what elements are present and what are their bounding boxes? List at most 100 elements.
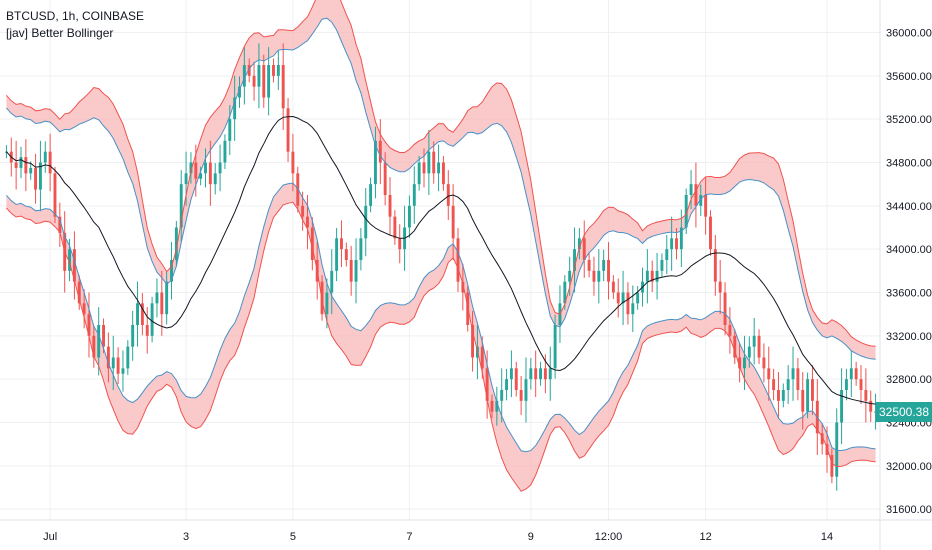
indicator-title[interactable]: [jav] Better Bollinger — [6, 26, 114, 40]
candle-body — [111, 357, 115, 369]
candle-body — [422, 162, 426, 174]
outer-lower-band-line — [6, 201, 876, 492]
candle-body — [354, 260, 358, 282]
candle-body — [791, 368, 795, 380]
candle-body — [276, 65, 280, 76]
candle-body — [597, 270, 601, 282]
candle-body — [743, 357, 746, 369]
candle-body — [19, 157, 23, 168]
candle-body — [174, 227, 178, 260]
candle-body — [388, 195, 392, 217]
candle-body — [29, 167, 33, 174]
candle-body — [223, 140, 227, 163]
candle-body — [650, 270, 654, 282]
candle-body — [233, 97, 237, 120]
price-axis[interactable]: 31600.0032000.0032400.0032800.0033200.00… — [886, 28, 932, 517]
candle-body — [335, 238, 339, 271]
candle-body — [767, 368, 771, 380]
candle-body — [762, 357, 766, 369]
candle-body — [801, 390, 805, 412]
candle-body — [679, 227, 683, 250]
candle-body — [772, 379, 776, 390]
candle-body — [810, 379, 814, 401]
candle-body — [310, 227, 314, 260]
candle-body — [757, 335, 761, 358]
candle-body — [383, 162, 387, 195]
candle-body — [82, 303, 86, 315]
candle-body — [325, 292, 329, 315]
candle-body — [184, 173, 188, 185]
candle-body — [189, 162, 193, 174]
candle-body — [616, 292, 620, 304]
candle-body — [684, 195, 688, 228]
candle-body — [257, 65, 261, 87]
candle-body — [262, 65, 266, 98]
candle-body — [208, 162, 212, 185]
candle-body — [102, 325, 105, 347]
candle-body — [116, 357, 120, 374]
candle-body — [272, 65, 275, 76]
candle-body — [830, 455, 834, 477]
candle-body — [495, 400, 499, 412]
candle-body — [665, 249, 669, 260]
candle-body — [427, 151, 431, 174]
basis-line — [6, 115, 876, 405]
candle-body — [267, 65, 271, 98]
candle-body — [121, 368, 125, 374]
candle-body — [539, 368, 542, 380]
x-tick-label: Jul — [43, 531, 57, 543]
x-tick-label: 9 — [528, 531, 534, 543]
candle-body — [145, 325, 149, 336]
candle-body — [441, 162, 445, 185]
candle-body — [140, 303, 144, 325]
candle-body — [505, 379, 509, 390]
candle-body — [456, 238, 460, 282]
candle-body — [432, 151, 436, 174]
time-axis[interactable]: Jul 3 5 7 9 12:00 12 14 — [43, 531, 833, 543]
candle-body — [718, 281, 722, 293]
candle-body — [781, 390, 785, 401]
candle-body — [204, 162, 207, 174]
candle-body — [864, 390, 868, 401]
candle-body — [747, 346, 751, 358]
candle-body — [136, 303, 139, 325]
symbol-title[interactable]: BTCUSD, 1h, COINBASE — [6, 9, 145, 23]
candle-body — [106, 346, 110, 369]
candle-body — [529, 368, 533, 380]
candle-body — [660, 260, 664, 271]
candle-body — [160, 292, 164, 315]
last-price-badge: 32500.38 — [876, 401, 932, 422]
candle-body — [68, 249, 72, 271]
candle-body — [155, 292, 159, 304]
candle-body — [364, 205, 368, 239]
candle-body — [301, 205, 305, 217]
candle-body — [87, 314, 91, 336]
x-tick-label: 7 — [406, 531, 412, 543]
candle-body — [359, 238, 363, 260]
candle-body — [378, 140, 382, 163]
y-tick-label: 36000.00 — [886, 28, 932, 40]
candle-body — [602, 260, 606, 271]
candle-body — [340, 238, 343, 250]
candle-body — [704, 195, 708, 217]
candle-body — [407, 205, 411, 228]
candle-body — [213, 173, 217, 185]
candle-body — [92, 335, 96, 358]
candle-body — [72, 249, 76, 282]
candle-body — [514, 368, 518, 390]
candle-body — [709, 216, 712, 250]
candle-body — [713, 249, 717, 282]
candle-body — [43, 151, 47, 163]
candle-body — [97, 325, 101, 358]
candle-body — [592, 270, 596, 282]
candle-body — [53, 173, 57, 217]
candle-body — [636, 292, 640, 304]
candle-body — [563, 281, 567, 304]
y-tick-label: 33600.00 — [886, 288, 932, 300]
candle-body — [170, 260, 173, 282]
candle-body — [524, 379, 528, 401]
y-tick-label: 35600.00 — [886, 71, 932, 83]
candle-body — [534, 368, 538, 380]
outer-upper-band-line — [6, 0, 876, 347]
